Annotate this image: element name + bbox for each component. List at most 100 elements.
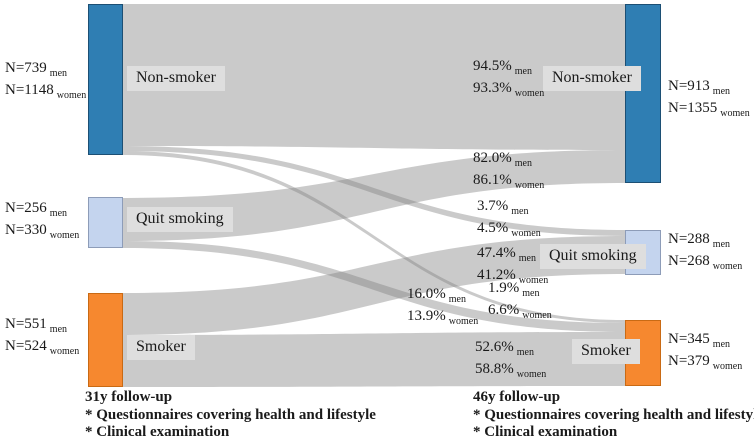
men-subscript: men — [511, 206, 529, 217]
pct-women-value: 93.3% — [473, 80, 512, 96]
flow-pct-nonsmoker-to-quit: 3.7% men 4.5% women — [477, 198, 541, 242]
men-subscript: men — [448, 294, 466, 305]
footnote-title: 31y follow-up — [85, 389, 173, 405]
flow-nonsmoker-to-smoker — [123, 151, 625, 323]
footnote-line: * Questionnaires covering health and lif… — [85, 406, 376, 423]
pct-men-value: 47.4% — [477, 245, 516, 261]
count-women-value: N=330 — [5, 222, 47, 238]
women-subscript: women — [49, 230, 80, 241]
pct-men-value: 52.6% — [475, 339, 514, 355]
count-women-value: N=524 — [5, 338, 47, 354]
count-label-31y-non-smoker: N=739 men N=1148 women — [5, 60, 86, 104]
pct-women-value: 41.2% — [477, 267, 516, 283]
women-subscript: women — [448, 316, 479, 327]
flow-pct-smoker-to-quit: 47.4% men 41.2% women — [477, 245, 548, 289]
footnote-line: * Clinical examination — [85, 424, 230, 440]
men-subscript: men — [712, 339, 731, 350]
men-subscript: men — [49, 68, 68, 79]
flow-nonsmoker-to-nonsmoker — [123, 4, 625, 150]
footnote-46y: 46y follow-up * Questionnaires covering … — [473, 389, 754, 442]
node-label-46y-non-smoker: Non-smoker — [543, 66, 641, 91]
count-women-value: N=1355 — [668, 100, 718, 116]
count-men-row: N=256 men — [5, 200, 79, 222]
node-bar-31y-smoker — [88, 293, 123, 387]
men-subscript: men — [49, 324, 68, 335]
count-label-31y-quit-smoking: N=256 men N=330 women — [5, 200, 79, 244]
count-men-row: N=913 men — [668, 78, 750, 100]
count-label-46y-quit-smoking: N=288 men N=268 women — [668, 231, 742, 275]
node-label-31y-smoker: Smoker — [127, 335, 195, 360]
women-subscript: women — [720, 108, 750, 119]
men-subscript: men — [518, 253, 536, 264]
footnote-31y: 31y follow-up * Questionnaires covering … — [85, 389, 376, 442]
footnote-line: * Clinical examination — [473, 424, 618, 440]
count-women-row: N=330 women — [5, 222, 79, 244]
men-subscript: men — [514, 66, 532, 77]
pct-men-row: 3.7% men — [477, 198, 541, 220]
node-bar-31y-quit-smoking — [88, 197, 123, 248]
flow-nonsmoker-to-quit — [123, 146, 625, 236]
flow-smoker-to-quit — [123, 236, 625, 335]
node-label-31y-non-smoker: Non-smoker — [127, 66, 225, 91]
count-women-row: N=524 women — [5, 338, 79, 360]
count-label-31y-smoker: N=551 men N=524 women — [5, 316, 79, 360]
pct-men-value: 3.7% — [477, 198, 509, 214]
count-men-value: N=256 — [5, 200, 47, 216]
women-subscript: women — [49, 346, 80, 357]
women-subscript: women — [518, 275, 549, 286]
women-subscript: women — [56, 90, 87, 101]
node-bar-31y-non-smoker — [88, 4, 123, 155]
pct-women-value: 58.8% — [475, 361, 514, 377]
count-women-row: N=268 women — [668, 253, 742, 275]
count-men-value: N=345 — [668, 331, 710, 347]
pct-men-value: 94.5% — [473, 58, 512, 74]
count-men-row: N=288 men — [668, 231, 742, 253]
flow-smoker-to-smoker — [123, 332, 625, 387]
pct-men-row: 82.0% men — [473, 150, 544, 172]
pct-men-row: 1.9% men — [488, 280, 552, 302]
pct-women-row: 86.1% women — [473, 172, 544, 194]
pct-women-row: 13.9% women — [407, 308, 478, 330]
footnote-line: * Questionnaires covering health and lif… — [473, 406, 754, 423]
footnote-title: 46y follow-up — [473, 389, 561, 405]
count-men-value: N=913 — [668, 78, 710, 94]
count-label-46y-non-smoker: N=913 men N=1355 women — [668, 78, 750, 122]
women-subscript: women — [522, 310, 552, 321]
pct-women-row: 93.3% women — [473, 80, 544, 102]
count-women-row: N=1148 women — [5, 82, 86, 104]
women-subscript: women — [511, 228, 541, 239]
men-subscript: men — [514, 158, 532, 169]
women-subscript: women — [712, 261, 743, 272]
pct-women-value: 6.6% — [488, 302, 520, 318]
men-subscript: men — [712, 239, 731, 250]
pct-women-value: 86.1% — [473, 172, 512, 188]
pct-men-value: 1.9% — [488, 280, 520, 296]
women-subscript: women — [514, 88, 545, 99]
count-label-46y-smoker: N=345 men N=379 women — [668, 331, 742, 375]
men-subscript: men — [49, 208, 68, 219]
pct-men-value: 16.0% — [407, 286, 446, 302]
count-women-value: N=1148 — [5, 82, 54, 98]
count-men-row: N=739 men — [5, 60, 86, 82]
count-women-row: N=379 women — [668, 353, 742, 375]
men-subscript: men — [712, 86, 731, 97]
count-men-value: N=739 — [5, 60, 47, 76]
count-men-value: N=551 — [5, 316, 47, 332]
flow-pct-nonsmoker-to-nonsmoker: 94.5% men 93.3% women — [473, 58, 544, 102]
pct-men-value: 82.0% — [473, 150, 512, 166]
men-subscript: men — [522, 288, 540, 299]
count-women-value: N=379 — [668, 353, 710, 369]
count-men-row: N=345 men — [668, 331, 742, 353]
node-label-46y-quit-smoking: Quit smoking — [540, 244, 646, 269]
pct-women-row: 41.2% women — [477, 267, 548, 289]
pct-women-row: 58.8% women — [475, 361, 546, 383]
node-bar-46y-non-smoker — [625, 4, 661, 183]
flow-pct-smoker-to-smoker: 52.6% men 58.8% women — [475, 339, 546, 383]
women-subscript: women — [514, 180, 545, 191]
flow-pct-quit-to-nonsmoker: 82.0% men 86.1% women — [473, 150, 544, 194]
pct-men-row: 52.6% men — [475, 339, 546, 361]
men-subscript: men — [516, 347, 534, 358]
flow-quit-to-nonsmoker — [123, 150, 625, 241]
